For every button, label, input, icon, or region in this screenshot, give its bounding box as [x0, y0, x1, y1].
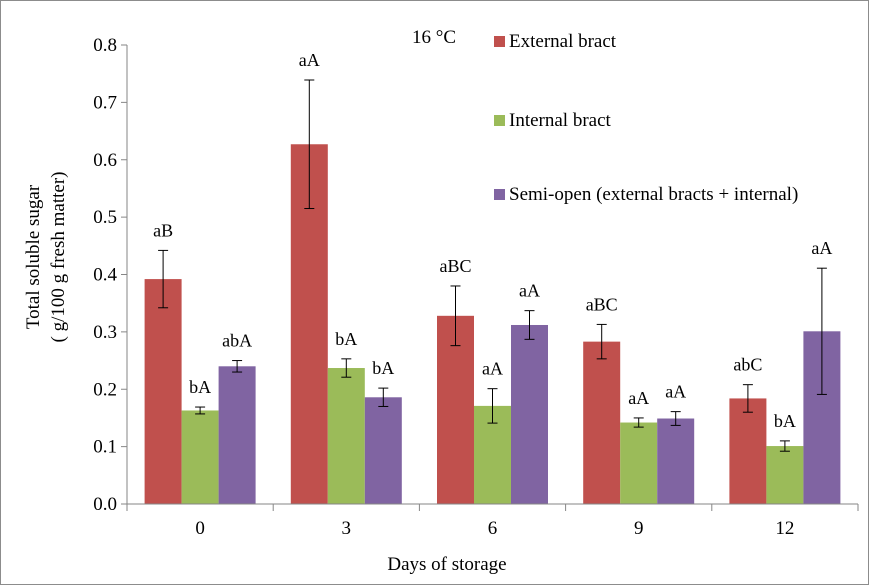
legend-label: Internal bract	[509, 110, 612, 131]
significance-label: abA	[222, 331, 252, 351]
x-tick-label: 6	[488, 518, 498, 539]
bar-internal-0	[181, 410, 219, 504]
bar-internal-12	[766, 446, 804, 504]
bar-semiopen-9	[657, 418, 695, 504]
significance-label: abC	[733, 355, 762, 375]
y-tick-label: 0.6	[93, 150, 117, 171]
significance-label: aBC	[439, 256, 471, 276]
significance-label: aA	[519, 281, 540, 301]
temperature-annotation: 16 °C	[412, 27, 456, 48]
bar-semiopen-0	[218, 366, 256, 504]
bar-external-12	[729, 398, 767, 504]
x-tick-label: 3	[342, 518, 352, 539]
legend-swatch	[494, 189, 505, 200]
significance-label: bA	[189, 377, 211, 397]
significance-label: bA	[774, 411, 796, 431]
significance-label: aA	[628, 388, 649, 408]
significance-label: aA	[482, 359, 503, 379]
significance-label: aA	[665, 382, 686, 402]
significance-label: bA	[335, 329, 357, 349]
y-tick-label: 0.7	[93, 92, 117, 113]
x-tick-label: 12	[775, 518, 794, 539]
bar-semiopen-3	[364, 397, 402, 504]
bar-internal-9	[620, 422, 658, 504]
y-tick-label: 0.5	[93, 207, 117, 228]
significance-label: aBC	[586, 294, 618, 314]
significance-label: aA	[811, 238, 832, 258]
y-tick-label: 0.2	[93, 379, 117, 400]
y-tick-label: 0.8	[93, 35, 117, 56]
significance-label: aB	[153, 220, 173, 240]
x-tick-label: 0	[195, 518, 205, 539]
y-axis-title-line-2: ( g/100 g fresh matter)	[48, 172, 69, 343]
y-tick-label: 0.0	[93, 494, 117, 515]
bar-semiopen-6	[511, 324, 548, 504]
bar-external-9	[583, 341, 621, 504]
bar-internal-3	[327, 368, 365, 504]
significance-label: bA	[372, 358, 394, 378]
x-tick-label: 9	[634, 518, 644, 539]
legend-swatch	[494, 115, 505, 126]
significance-label: aA	[299, 50, 320, 70]
y-tick-label: 0.1	[93, 437, 117, 458]
y-tick-label: 0.3	[93, 322, 117, 343]
y-axis-title-line-1: Total soluble sugar	[23, 184, 44, 329]
chart-marks: aB aA aBC aBC abC bA bA aA aA bA abA bA aA aA aA 0.0 0.1…	[93, 31, 859, 539]
legend-label: Semi-open (external bracts + internal)	[509, 184, 798, 205]
bar-external-0	[144, 279, 182, 504]
bar-external-6	[437, 315, 474, 504]
y-tick-label: 0.4	[93, 265, 117, 286]
legend-label: External bract	[509, 31, 617, 52]
x-axis-title: Days of storage	[387, 554, 506, 575]
legend-swatch	[494, 36, 505, 47]
